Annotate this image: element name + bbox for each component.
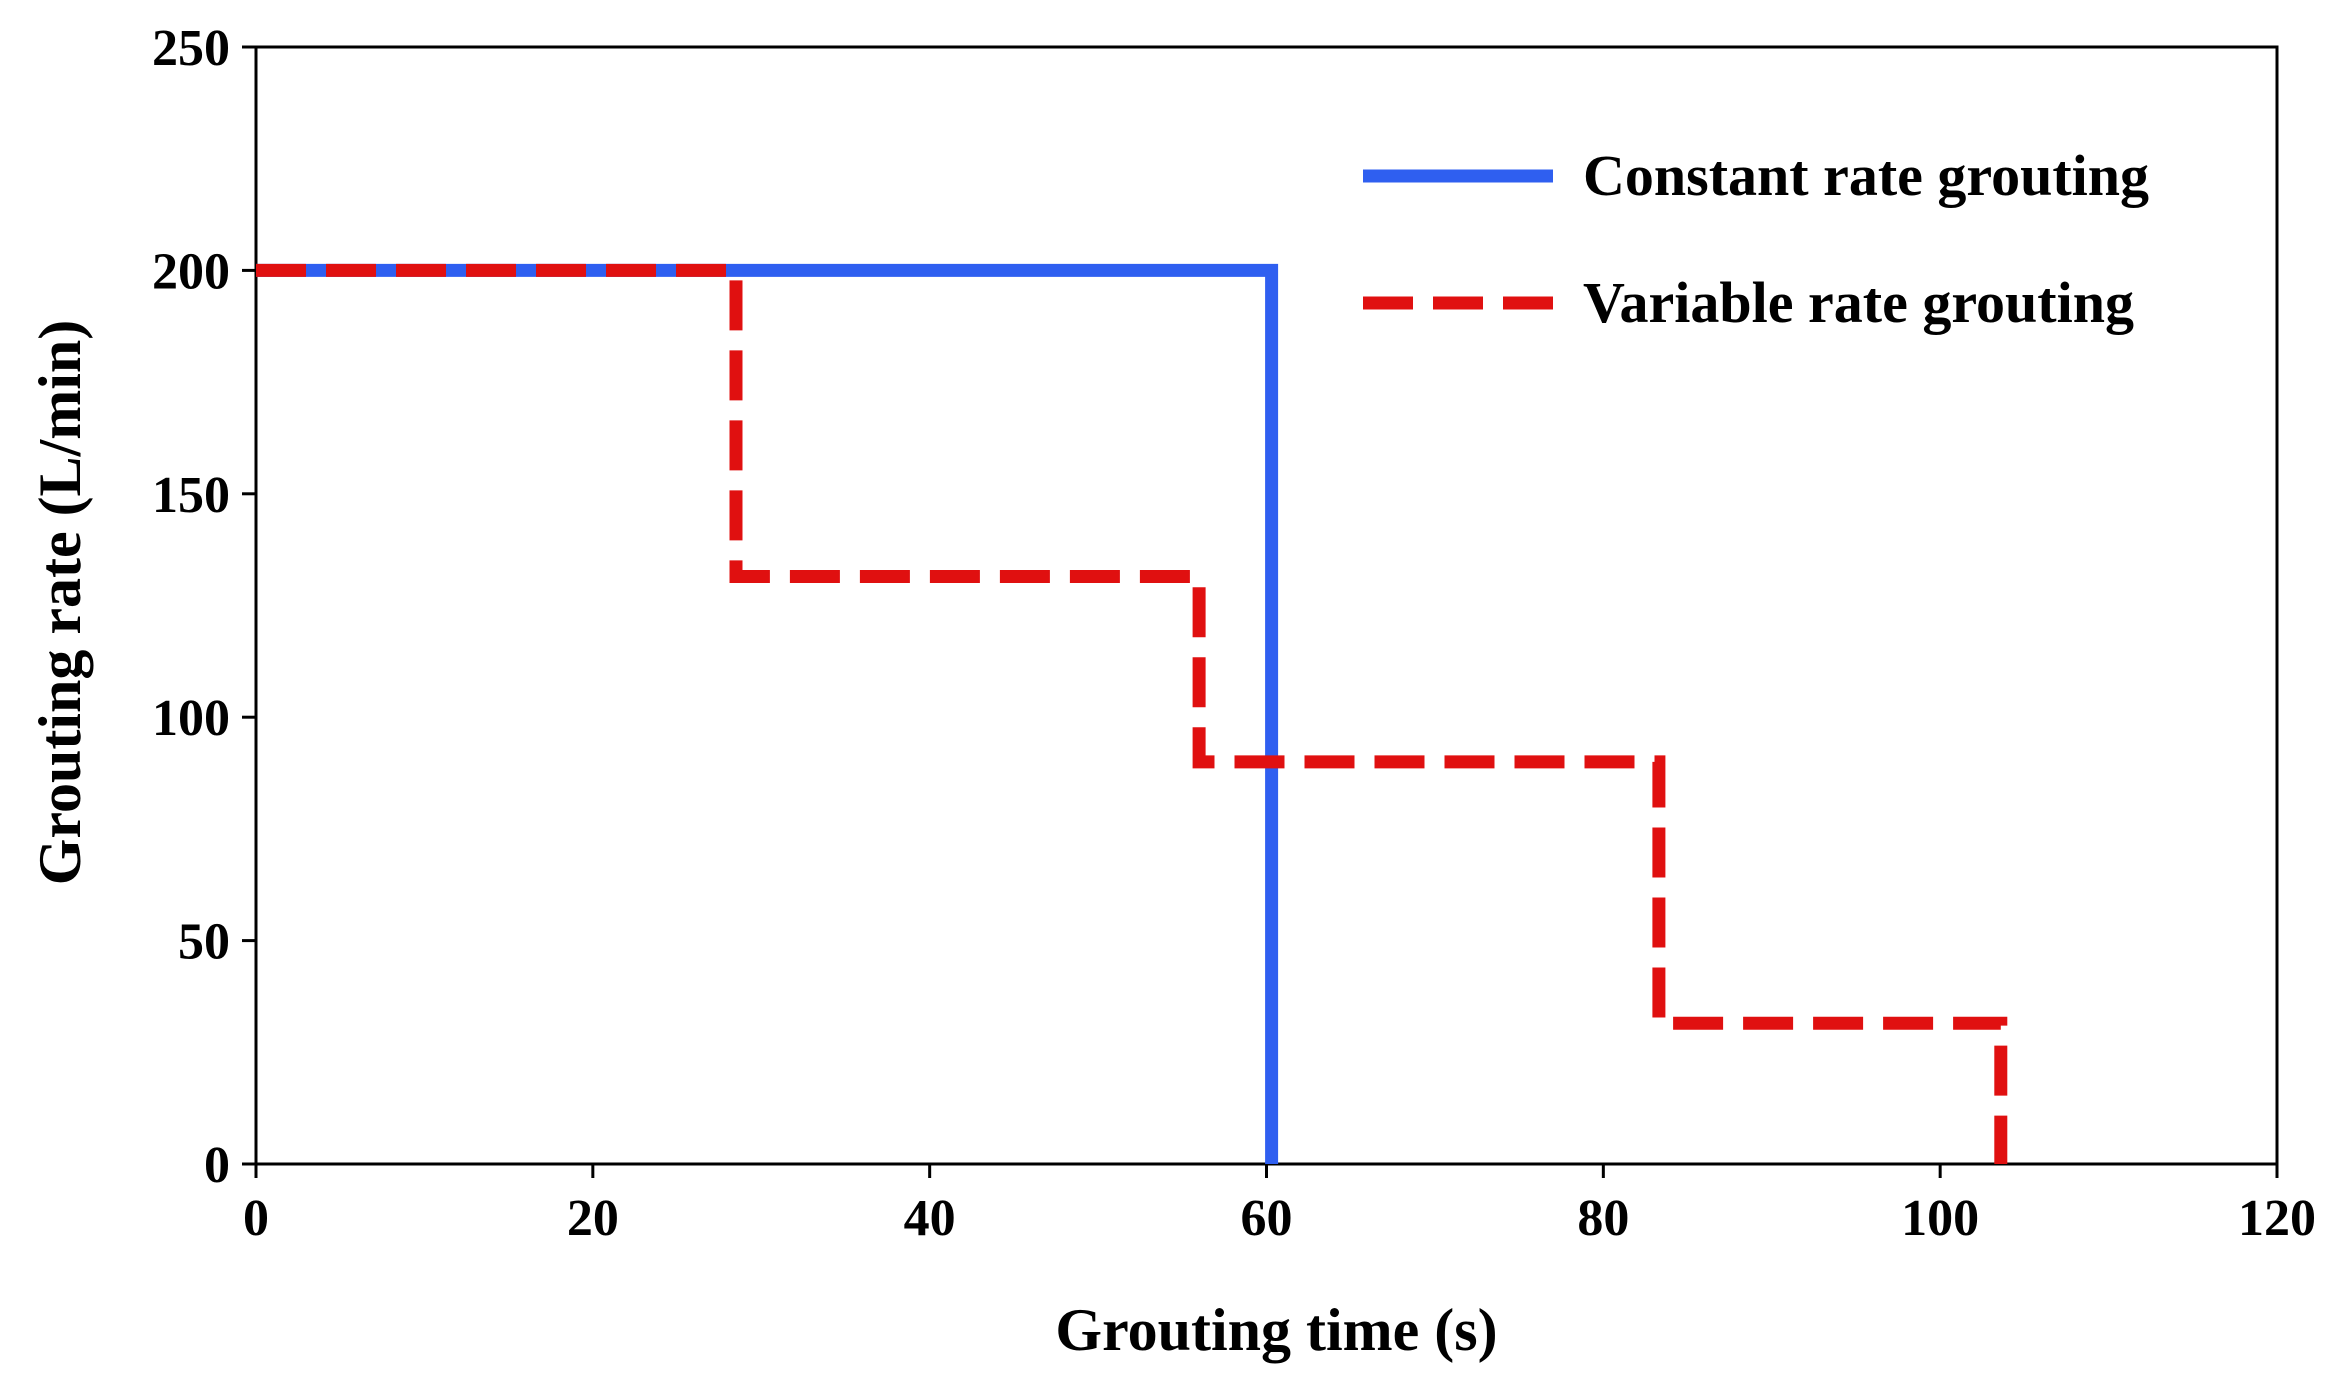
axes-layer: 0 20 40 60 80 100 120 0 50 100 150 200 250 Grouting t…	[27, 20, 2316, 1363]
y-tick-label: 200	[152, 243, 230, 300]
y-tick-label: 50	[178, 914, 230, 971]
y-tick-label: 150	[152, 467, 230, 524]
legend-label-2: Variable rate grouting	[1583, 270, 2134, 335]
legend: Constant rate grouting Variable rate grou…	[1363, 143, 2149, 335]
x-tick-label: 40	[904, 1190, 956, 1247]
x-tick-label: 100	[1901, 1190, 1979, 1247]
x-tick-label: 0	[243, 1190, 269, 1247]
y-tick-label: 100	[152, 690, 230, 747]
series-line-1	[256, 263, 1279, 1164]
x-tick-label: 80	[1577, 1190, 1629, 1247]
series-line-2	[256, 263, 2008, 1164]
x-tick-label: 60	[1241, 1190, 1293, 1247]
series-layer	[256, 263, 2008, 1164]
y-tick-label: 0	[204, 1137, 230, 1194]
y-axis-label: Grouting rate (L/min)	[27, 320, 93, 886]
x-tick-label: 120	[2238, 1190, 2316, 1247]
legend-label-1: Constant rate grouting	[1583, 143, 2149, 208]
x-tick-label: 20	[567, 1190, 619, 1247]
y-tick-label: 250	[152, 20, 230, 77]
x-axis-label: Grouting time (s)	[1055, 1297, 1497, 1363]
